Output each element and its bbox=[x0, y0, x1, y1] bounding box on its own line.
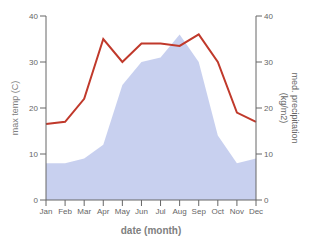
svg-text:Mar: Mar bbox=[77, 207, 91, 216]
svg-text:30: 30 bbox=[264, 58, 273, 67]
svg-text:date (month): date (month) bbox=[121, 225, 182, 236]
svg-text:Sep: Sep bbox=[192, 207, 207, 216]
svg-text:May: May bbox=[115, 207, 130, 216]
svg-text:0: 0 bbox=[264, 196, 269, 205]
svg-text:Jul: Jul bbox=[155, 207, 165, 216]
svg-text:40: 40 bbox=[264, 12, 273, 21]
svg-text:10: 10 bbox=[29, 150, 38, 159]
svg-text:40: 40 bbox=[29, 12, 38, 21]
svg-text:10: 10 bbox=[264, 150, 273, 159]
svg-text:Apr: Apr bbox=[97, 207, 110, 216]
svg-text:max temp (C): max temp (C) bbox=[10, 81, 20, 136]
svg-text:20: 20 bbox=[264, 104, 273, 113]
svg-text:30: 30 bbox=[29, 58, 38, 67]
svg-text:Dec: Dec bbox=[249, 207, 263, 216]
svg-text:Feb: Feb bbox=[58, 207, 72, 216]
svg-text:med. precipitation(kg/m2): med. precipitation(kg/m2) bbox=[279, 72, 300, 143]
svg-text:20: 20 bbox=[29, 104, 38, 113]
svg-text:Jun: Jun bbox=[135, 207, 148, 216]
svg-text:Nov: Nov bbox=[230, 207, 244, 216]
svg-text:0: 0 bbox=[34, 196, 39, 205]
svg-text:Oct: Oct bbox=[212, 207, 225, 216]
svg-text:Aug: Aug bbox=[173, 207, 187, 216]
svg-text:Jan: Jan bbox=[40, 207, 53, 216]
